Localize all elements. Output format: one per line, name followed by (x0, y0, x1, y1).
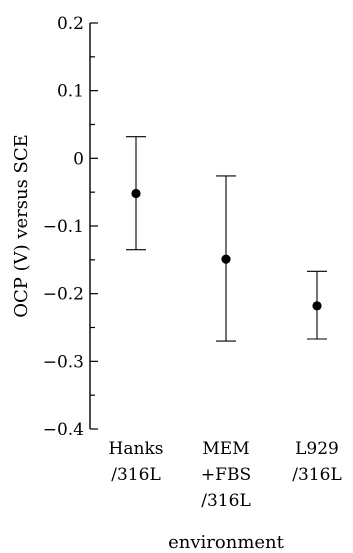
y-axis-label: OCP (V) versus SCE (11, 134, 32, 318)
y-tick-label: 0 (73, 149, 84, 169)
y-tick-label: 0.2 (57, 14, 84, 34)
y-tick-label: 0.1 (57, 82, 84, 102)
x-tick-label: /316L (201, 491, 250, 511)
data-point (312, 301, 322, 311)
y-tick-label: −0.2 (43, 285, 84, 305)
y-axis-label-group: OCP (V) versus SCE (11, 134, 32, 318)
data-point (131, 188, 141, 199)
y-tick-label: −0.1 (43, 217, 84, 237)
y-tick-label: −0.3 (43, 352, 84, 372)
x-axis-label: environment (168, 532, 285, 553)
x-tick-label: /316L (111, 465, 160, 485)
data-point (221, 254, 231, 264)
x-tick-label: MEM (202, 439, 249, 459)
x-tick-label: /316L (292, 465, 341, 485)
x-tick-label: +FBS (201, 465, 251, 485)
y-tick-label: −0.4 (43, 420, 84, 440)
x-tick-label: Hanks (109, 439, 164, 459)
data-points (131, 188, 322, 311)
x-axis-tick-labels: Hanks/316L MEM +FBS/316L L929/316L (109, 439, 342, 511)
error-bars (126, 136, 327, 342)
x-tick-label: L929 (295, 439, 339, 459)
y-axis-ticks: 0.2 0.1 0 −0.1 −0.2 −0.3 −0.4 (43, 14, 98, 440)
